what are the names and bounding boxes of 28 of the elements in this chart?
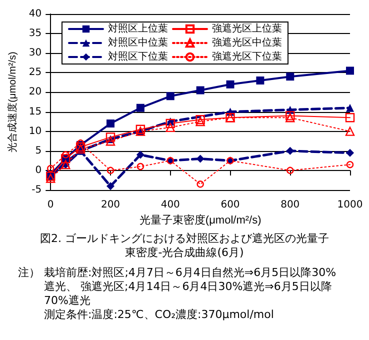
text: 栽培前歴:対照区;4月7日～6月4日自然光⇒6月5日以降30%遮光、 強遮光区;4月14日～6月4日30%遮光⇒6月5日以降70%遮光: [44, 266, 338, 308]
y-axis-title: 光合成速度(μmol/m²/s): [6, 52, 18, 152]
y-tick-label: 40: [28, 8, 42, 20]
legend-label: 強遮光区下位葉: [212, 50, 282, 62]
x-tick-label: 200: [100, 200, 120, 210]
x-axis-title: 光量子束密度(μmol/m²/s): [139, 213, 262, 226]
x-tick-label: 800: [280, 200, 300, 210]
text: 図2. ゴールドキングにおける対照区および遮光区の光量子東密度-光合成曲線(6月): [40, 232, 330, 260]
y-tick-label: -5: [32, 184, 42, 196]
legend-label: 対照区中位葉: [108, 36, 168, 48]
y-tick-label: 35: [28, 28, 42, 40]
y-tick-label: 20: [28, 86, 42, 98]
y-tick-label: 5: [35, 145, 42, 156]
legend-label: 強遮光区上位葉: [212, 22, 282, 34]
x-tick-label: 600: [220, 200, 240, 210]
x-tick-label: 400: [160, 200, 180, 210]
y-tick-label: 30: [28, 48, 42, 59]
y-tick-label: 15: [28, 106, 42, 118]
y-tick-label: 0: [35, 164, 42, 176]
x-tick-label: 0: [47, 200, 54, 210]
legend-label: 強遮光区中位葉: [212, 36, 282, 48]
legend-label: 対照区上位葉: [108, 22, 168, 34]
text: 測定条件:温度:25℃、CO₂濃度:370μmol/mol: [44, 308, 275, 322]
y-tick-label: 25: [28, 67, 42, 78]
x-tick-label: 1000: [337, 200, 363, 210]
legend-label: 対照区下位葉: [108, 50, 168, 62]
text: 注）: [18, 266, 40, 280]
y-tick-label: 10: [28, 126, 42, 137]
